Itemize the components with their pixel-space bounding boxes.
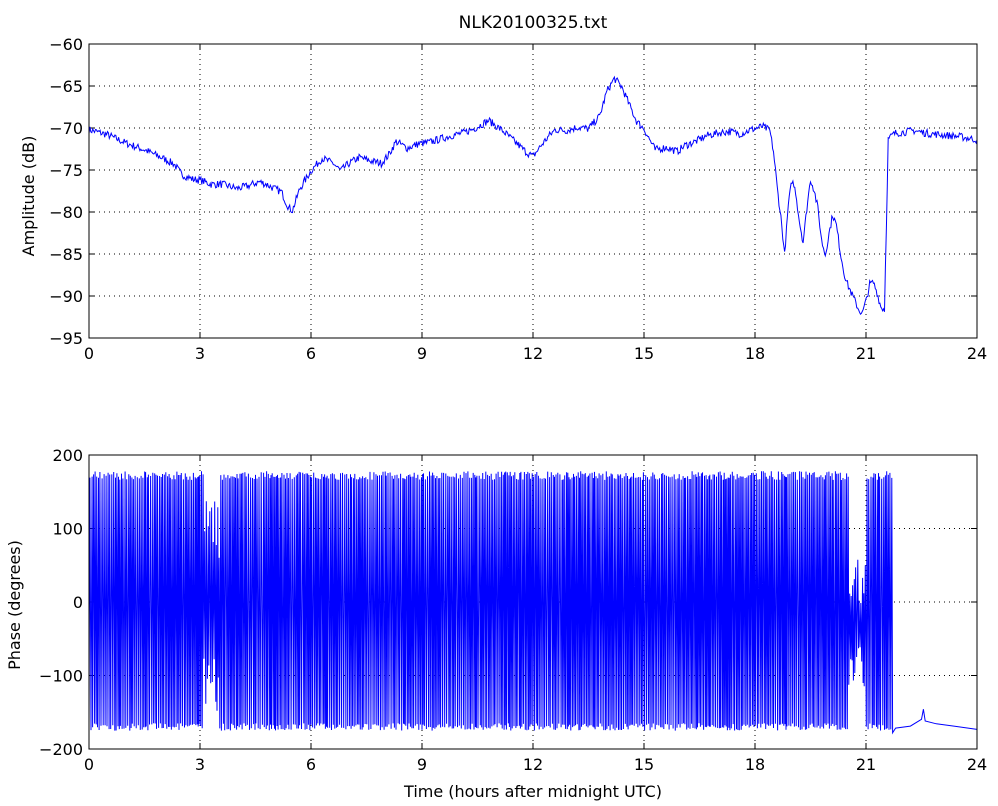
y-tick-label: 200 — [52, 446, 83, 465]
chart-title: NLK20100325.txt — [459, 13, 608, 33]
y-tick-label: 0 — [73, 593, 83, 612]
amplitude-series-line — [88, 75, 978, 316]
x-tick-label: 24 — [967, 344, 987, 363]
x-tick-label: 18 — [745, 344, 765, 363]
x-tick-label: 0 — [84, 755, 94, 774]
amplitude-plot: NLK20100325.txt 0 3 6 9 12 15 18 21 24 −60 −65 −70 −… — [19, 13, 987, 363]
x-tick-label: 9 — [417, 344, 427, 363]
x-tick-label: 6 — [306, 755, 316, 774]
phase-y-axis-label: Phase (degrees) — [5, 540, 24, 670]
x-tick-label: 24 — [967, 755, 987, 774]
x-tick-label: 18 — [745, 755, 765, 774]
amplitude-axes-frame — [88, 43, 978, 339]
amplitude-ticks: 0 3 6 9 12 15 18 21 24 −60 −65 −70 −75 −80 −85 −90 −95 — [49, 35, 987, 363]
phase-x-axis-label: Time (hours after midnight UTC) — [403, 782, 662, 801]
phase-ticks: 0 3 6 9 12 15 18 21 24 200 100 0 −100 −200 — [39, 446, 987, 774]
y-tick-label: −90 — [49, 287, 83, 306]
x-tick-label: 12 — [523, 344, 543, 363]
x-tick-label: 15 — [634, 755, 654, 774]
y-tick-label: −200 — [39, 740, 83, 759]
phase-series-line — [88, 471, 978, 735]
x-tick-label: 6 — [306, 344, 316, 363]
x-tick-label: 0 — [84, 344, 94, 363]
x-tick-label: 3 — [195, 344, 205, 363]
x-tick-label: 9 — [417, 755, 427, 774]
y-tick-label: −60 — [49, 35, 83, 54]
amplitude-grid — [89, 44, 977, 338]
amplitude-y-axis-label: Amplitude (dB) — [19, 136, 38, 257]
y-tick-label: −85 — [49, 245, 83, 264]
y-tick-label: −80 — [49, 203, 83, 222]
x-tick-label: 12 — [523, 755, 543, 774]
y-tick-label: −100 — [39, 667, 83, 686]
phase-axes-frame — [88, 454, 978, 750]
y-tick-label: 100 — [52, 520, 83, 539]
phase-plot: 0 3 6 9 12 15 18 21 24 200 100 0 −100 −200 Phase (deg… — [5, 446, 987, 801]
y-tick-label: −70 — [49, 119, 83, 138]
x-tick-label: 21 — [856, 755, 876, 774]
y-tick-label: −75 — [49, 161, 83, 180]
x-tick-label: 15 — [634, 344, 654, 363]
y-tick-label: −65 — [49, 77, 83, 96]
x-tick-label: 21 — [856, 344, 876, 363]
x-tick-label: 3 — [195, 755, 205, 774]
y-tick-label: −95 — [49, 329, 83, 348]
